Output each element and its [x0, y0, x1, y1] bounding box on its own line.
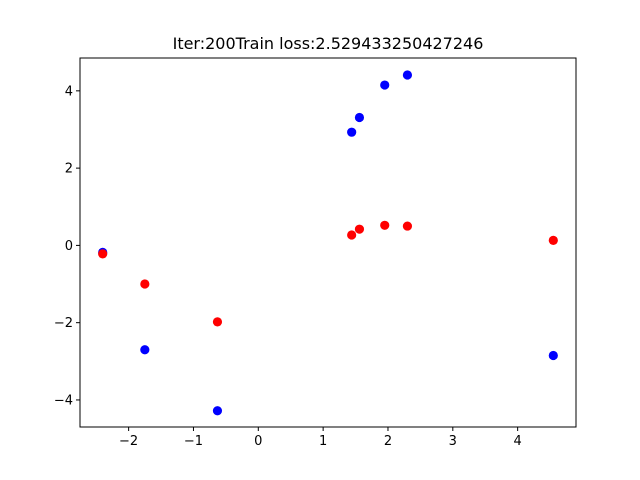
scatter-point-series-0: [347, 127, 357, 137]
scatter-point-series-1: [380, 220, 390, 230]
x-tick-label: 2: [384, 434, 392, 449]
scatter-point-series-1: [140, 279, 150, 289]
scatter-point-series-0: [212, 406, 223, 416]
y-tick-label: 4: [65, 84, 73, 99]
y-tick-label: 0: [65, 239, 73, 254]
x-tick-label: −1: [184, 434, 203, 449]
scatter-point-series-1: [347, 230, 357, 240]
scatter-point-series-1: [98, 249, 108, 259]
x-tick-label: 4: [514, 434, 522, 449]
x-tick-label: 1: [319, 434, 327, 449]
x-tick-label: 3: [449, 434, 457, 449]
axes-frame: [79, 57, 577, 428]
y-tick-label: −2: [54, 316, 73, 331]
scatter-point-series-0: [548, 350, 558, 361]
x-tick-label: −2: [119, 434, 138, 449]
scatter-point-series-1: [212, 317, 223, 327]
scatter-point-series-1: [402, 221, 413, 231]
scatter-point-series-0: [380, 80, 390, 90]
scatter-point-series-1: [548, 235, 558, 245]
scatter-point-series-0: [402, 70, 413, 80]
plot-area: −2 −1 0 1 2 3 4 −4 −2 0 2 4: [54, 70, 558, 449]
y-tick-label: −4: [54, 393, 73, 408]
scatter-point-series-0: [140, 345, 150, 355]
y-tick-label: 2: [65, 162, 73, 177]
chart-title: Iter:200Train loss:2.529433250427246: [173, 34, 484, 53]
x-tick-label: 0: [254, 434, 262, 449]
scatter-point-series-0: [354, 112, 365, 123]
scatter-point-series-1: [354, 224, 365, 234]
